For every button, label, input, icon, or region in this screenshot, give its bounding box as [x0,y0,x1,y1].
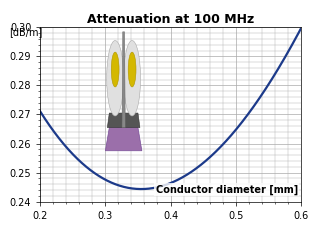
Text: [dB/m]: [dB/m] [9,27,42,38]
Polygon shape [107,113,140,128]
Title: Attenuation at 100 MHz: Attenuation at 100 MHz [87,13,254,26]
Polygon shape [105,128,142,151]
Circle shape [111,52,119,87]
Text: Conductor diameter [mm]: Conductor diameter [mm] [156,184,298,195]
Circle shape [124,41,140,116]
Polygon shape [122,32,125,128]
Circle shape [128,52,136,87]
Circle shape [107,41,124,116]
